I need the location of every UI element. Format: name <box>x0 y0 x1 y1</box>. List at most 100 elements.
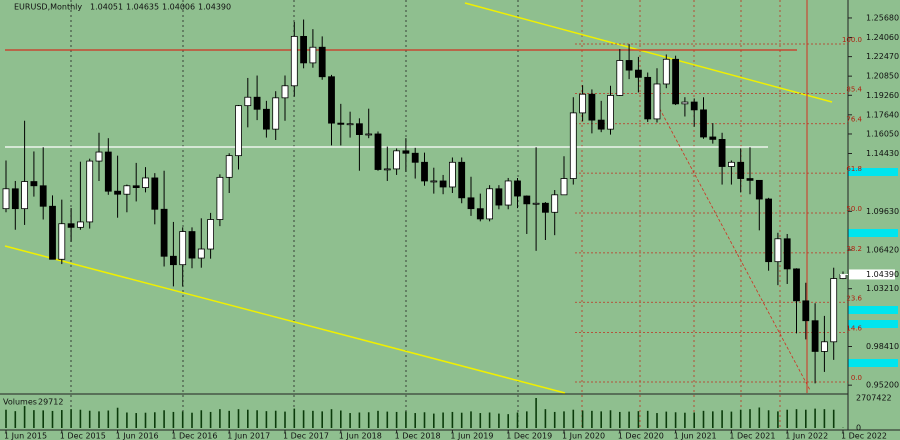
trend-line <box>4 245 566 394</box>
candle-body <box>244 96 252 107</box>
y-tick-label: 1.19260 <box>866 91 899 100</box>
fib-label: 61.8 <box>846 165 862 173</box>
candle-body <box>495 188 503 206</box>
candle-body <box>774 238 782 263</box>
x-tick-label: 1 Dec 2017 <box>283 432 329 440</box>
candle-body <box>783 238 791 270</box>
candle-body <box>30 181 38 187</box>
candle-body <box>616 60 624 96</box>
candle-body <box>151 177 159 210</box>
candle-body <box>607 95 614 130</box>
volume-tick-label: 0 <box>856 424 861 433</box>
candle-body <box>709 136 717 140</box>
candle-body <box>58 223 66 260</box>
candle-body <box>542 202 549 213</box>
candle-body <box>486 188 494 220</box>
y-tick-label: 1.03210 <box>866 284 899 293</box>
candle-body <box>476 208 484 220</box>
header-value: 1.04006 <box>162 3 195 12</box>
candle-body <box>253 96 261 110</box>
candle-body <box>514 180 521 197</box>
current-price-tag <box>849 269 895 280</box>
candle-body <box>318 46 326 78</box>
candle-body <box>104 151 112 192</box>
volume-tick-label: 2707422 <box>856 394 892 403</box>
candle-body <box>728 161 735 167</box>
x-tick-label: 1 Jun 2022 <box>785 432 828 440</box>
candle-body <box>458 161 466 199</box>
candle-body <box>448 161 456 188</box>
candle-body <box>95 151 103 162</box>
marker <box>848 320 898 328</box>
candle-body <box>160 208 168 257</box>
candle-body <box>681 101 689 105</box>
candle-body <box>272 97 280 130</box>
y-tick-label: 1.14430 <box>866 149 899 158</box>
chart-title: EURUSD,Monthly <box>14 3 82 12</box>
candle-body <box>235 105 242 157</box>
candle-body <box>700 109 707 138</box>
candle-body <box>39 185 47 207</box>
candle-body <box>411 152 419 163</box>
candle-body <box>793 268 800 302</box>
y-tick-label: 1.22470 <box>866 52 899 61</box>
candle-body <box>337 122 345 125</box>
x-tick-label: 1 Jun 2020 <box>562 432 605 440</box>
volume-value: 29712 <box>38 398 63 407</box>
marker <box>848 306 898 314</box>
candle-body <box>365 133 373 136</box>
x-tick-label: 1 Dec 2016 <box>171 432 217 440</box>
candle-body <box>746 178 754 181</box>
candle-body <box>467 197 475 210</box>
candle-body <box>281 85 289 99</box>
candle-body <box>262 108 270 130</box>
candle-body <box>169 255 177 266</box>
candle-body <box>588 93 596 121</box>
candle-body <box>421 161 428 182</box>
candle-body <box>328 76 335 124</box>
candle-body <box>523 195 531 205</box>
x-tick-label: 1 Jun 2021 <box>674 432 717 440</box>
candle-body <box>662 58 670 85</box>
fib-label: 14.6 <box>846 325 862 333</box>
current-price-label: 1.04390 <box>866 270 899 279</box>
y-tick-label: 1.16050 <box>866 129 899 138</box>
candle-body <box>374 133 382 170</box>
y-tick-label: 1.06420 <box>866 245 899 254</box>
candle-body <box>737 161 745 179</box>
x-tick-label: 1 Dec 2021 <box>729 432 775 440</box>
candle-body <box>644 76 652 120</box>
y-tick-label: 1.25680 <box>866 13 899 22</box>
candle-body <box>597 119 605 130</box>
volume-label: Volumes <box>3 398 37 407</box>
x-tick-label: 1 Jun 2019 <box>450 432 493 440</box>
candle-body <box>690 101 698 111</box>
candle-body <box>77 221 84 228</box>
x-tick-label: 1 Jun 2017 <box>227 432 270 440</box>
candle-body <box>86 160 94 223</box>
candle-body <box>383 168 391 171</box>
y-tick-label: 1.24060 <box>866 33 899 42</box>
candle-body <box>114 190 121 195</box>
candle-body <box>11 188 19 210</box>
y-tick-label: 0.95200 <box>866 381 899 390</box>
candle-body <box>811 320 819 352</box>
candle-body <box>569 112 577 179</box>
fib-label: 85.4 <box>846 85 862 93</box>
y-tick-label: 1.09630 <box>866 207 899 216</box>
fib-label: 100.0 <box>842 36 862 44</box>
candle-body <box>355 123 363 135</box>
candle-body <box>625 60 633 71</box>
candle-body <box>179 231 187 266</box>
candle-body <box>551 194 559 213</box>
y-tick-label: 0.98410 <box>866 342 899 351</box>
candle-body <box>802 300 810 322</box>
candle-body <box>504 180 512 206</box>
candle-body <box>2 188 10 210</box>
candle-body <box>672 58 679 105</box>
y-tick-label: 1.20850 <box>866 72 899 81</box>
x-tick-label: 1 Jun 2015 <box>4 432 47 440</box>
candle-body <box>439 180 447 188</box>
candle-body <box>839 274 847 279</box>
